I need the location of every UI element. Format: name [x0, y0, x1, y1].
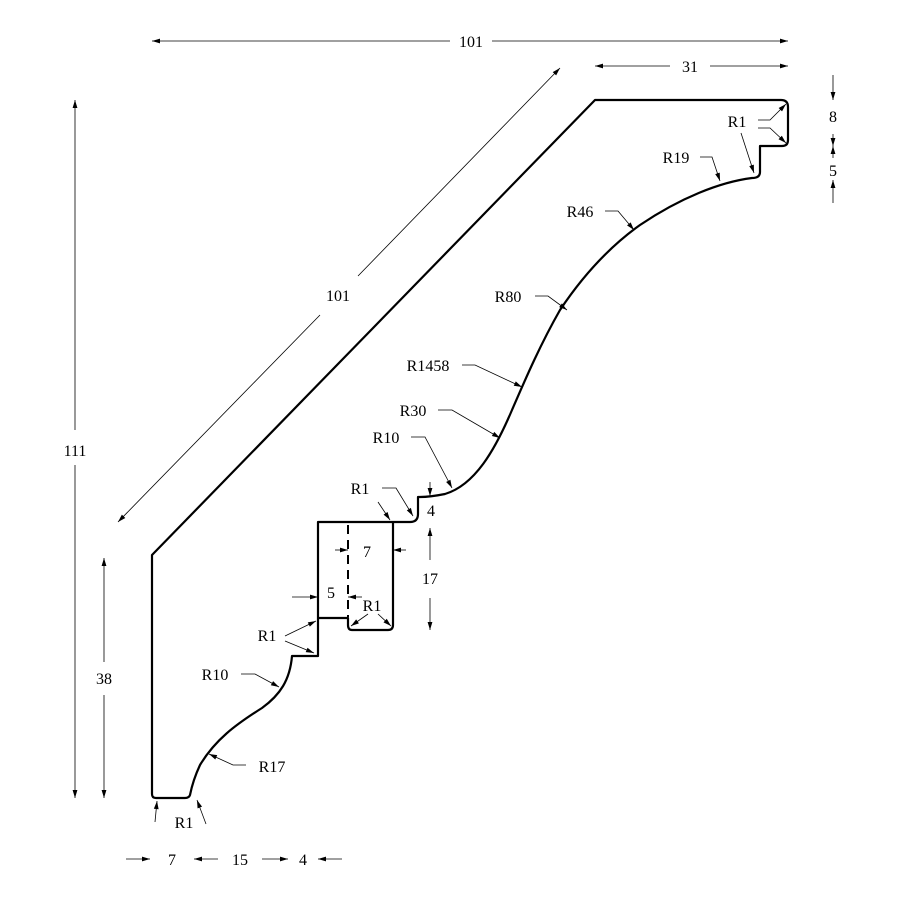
svg-text:38: 38 — [96, 671, 112, 688]
dimension-slot-offset: 5 — [292, 585, 362, 602]
dimension-top-step-depth: 5 — [829, 146, 837, 203]
svg-text:15: 15 — [232, 852, 248, 869]
svg-text:R17: R17 — [259, 759, 286, 776]
svg-text:101: 101 — [326, 288, 350, 305]
radius-slot-corner: R1 — [350, 598, 392, 627]
radius-r19: R19 — [663, 150, 721, 182]
svg-text:5: 5 — [829, 163, 837, 180]
profile-outline — [150, 98, 790, 800]
svg-text:8: 8 — [829, 109, 837, 126]
radius-r17: R17 — [208, 753, 286, 776]
radius-lower-step-corner: R1 — [258, 620, 317, 654]
svg-text:R10: R10 — [202, 667, 229, 684]
svg-text:R1: R1 — [258, 628, 277, 645]
dimension-bottom-row: 7 15 4 — [126, 852, 342, 869]
radius-r80: R80 — [495, 289, 568, 311]
svg-text:7: 7 — [168, 852, 176, 869]
svg-text:R46: R46 — [567, 204, 594, 221]
dimension-overall-width: 101 — [152, 34, 788, 51]
svg-text:17: 17 — [422, 571, 438, 588]
svg-text:5: 5 — [327, 585, 335, 602]
dimension-wall-height: 38 — [96, 558, 112, 798]
radius-r1458: R1458 — [407, 358, 523, 388]
dimension-top-step-height: 8 — [829, 75, 837, 146]
svg-text:R10: R10 — [373, 430, 400, 447]
svg-text:R1: R1 — [175, 815, 194, 832]
dimension-slot-width: 7 — [335, 544, 406, 561]
svg-text:R1458: R1458 — [407, 358, 450, 375]
svg-text:R30: R30 — [400, 403, 427, 420]
dimension-slope-length: 101 — [117, 67, 561, 523]
radius-r10-lower: R10 — [202, 667, 280, 688]
svg-text:R1: R1 — [363, 598, 382, 615]
radius-r10-upper: R10 — [373, 430, 453, 489]
radius-top-corner: R1 — [728, 103, 787, 174]
dimension-slot-height: 17 — [422, 528, 438, 630]
svg-text:111: 111 — [64, 443, 87, 460]
svg-text:101: 101 — [459, 34, 483, 51]
svg-text:7: 7 — [363, 544, 371, 561]
dimension-top-flat: 31 — [595, 59, 788, 76]
dimension-overall-height: 111 — [64, 100, 87, 798]
svg-text:R80: R80 — [495, 289, 522, 306]
svg-text:R19: R19 — [663, 150, 690, 167]
radius-bottom-corner: R1 — [153, 799, 207, 832]
radius-r46: R46 — [567, 204, 635, 231]
radius-r30: R30 — [400, 403, 501, 439]
svg-text:4: 4 — [427, 503, 435, 520]
slot-outline — [318, 522, 395, 632]
svg-text:R1: R1 — [728, 114, 747, 131]
svg-text:31: 31 — [682, 59, 698, 76]
dimension-step-height: 4 — [427, 482, 435, 520]
svg-text:R1: R1 — [351, 481, 370, 498]
radius-step-corner: R1 — [351, 481, 414, 521]
svg-text:4: 4 — [299, 852, 307, 869]
